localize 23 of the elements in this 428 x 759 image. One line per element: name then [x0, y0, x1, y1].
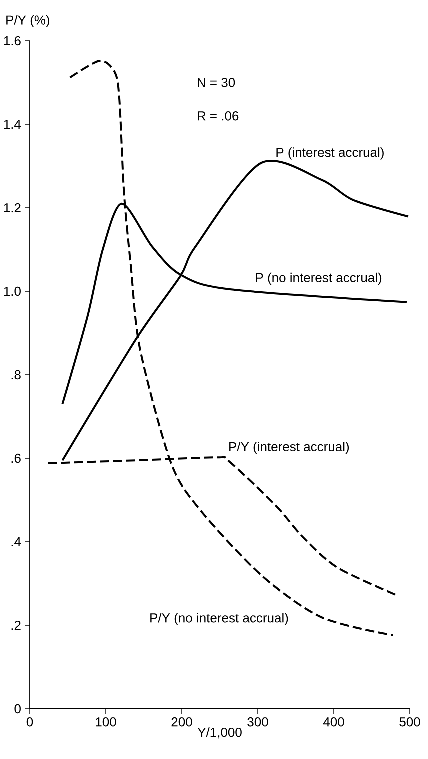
y-tick-label: 1.2 — [4, 203, 21, 213]
series-label: P (interest accrual) — [276, 148, 384, 160]
annotation: R = .06 — [198, 112, 239, 121]
y-tick-label: .6 — [12, 454, 21, 464]
y-tick-label: 1.4 — [4, 120, 22, 129]
x-tick-label: 100 — [96, 718, 116, 727]
series-label: P/Y (no interest accrual) — [150, 613, 288, 626]
annotation: N = 30 — [198, 78, 236, 88]
x-tick-label: 500 — [400, 718, 420, 727]
series-label: P (no interest accrual) — [256, 272, 382, 286]
x-tick-label: 300 — [248, 718, 268, 727]
y-tick-label: 1.6 — [4, 36, 21, 46]
series-label: P/Y (interest accrual) — [230, 442, 350, 454]
y-tick-label: 1.0 — [4, 286, 21, 296]
y-axis-title: P/Y (%) — [6, 15, 50, 28]
x-tick-label: 0 — [26, 718, 34, 727]
y-tick-label: .4 — [12, 538, 22, 546]
x-tick-label: 400 — [323, 718, 344, 727]
x-tick-label: 200 — [172, 718, 192, 727]
y-tick-label: 0 — [14, 704, 21, 714]
y-tick-label: .8 — [12, 370, 21, 380]
y-tick-label: .2 — [12, 620, 21, 630]
x-axis-title: Y/1,000 — [198, 728, 242, 739]
